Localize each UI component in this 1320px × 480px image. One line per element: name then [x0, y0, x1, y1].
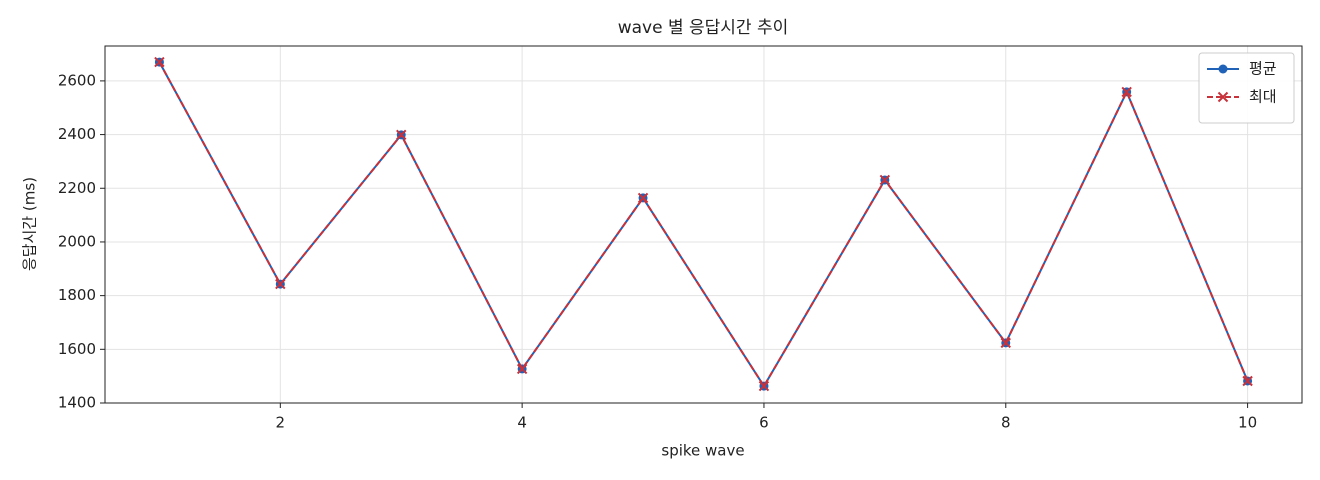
chart-title: wave 별 응답시간 추이 — [618, 18, 789, 38]
marker — [154, 56, 165, 68]
x-tick-label: 2 — [276, 414, 286, 432]
marker — [758, 380, 770, 392]
legend-label: 평균 — [1249, 60, 1277, 78]
series-line — [158, 61, 1249, 388]
y-tick-label: 2200 — [58, 179, 96, 197]
y-tick-label: 1600 — [58, 340, 96, 358]
legend-label: 최대 — [1249, 88, 1277, 106]
x-tick-label: 10 — [1238, 414, 1257, 432]
y-tick-label: 2400 — [58, 125, 96, 143]
y-tick-label: 2000 — [58, 232, 96, 250]
x-axis-label: spike wave — [661, 442, 744, 460]
marker — [396, 129, 407, 141]
legend-marker — [1218, 64, 1228, 74]
plot-frame — [104, 45, 1303, 404]
legend-marker — [1217, 91, 1229, 103]
y-tick-label: 2600 — [58, 71, 96, 89]
x-tick-label: 6 — [759, 414, 769, 432]
y-tick-label: 1400 — [58, 394, 96, 412]
marker — [516, 363, 528, 375]
x-tick-label: 8 — [1001, 414, 1011, 432]
marker — [275, 278, 286, 290]
marker — [637, 192, 649, 204]
series-line — [158, 61, 1249, 388]
marker — [1121, 86, 1132, 98]
x-tick-label: 4 — [517, 414, 527, 432]
y-tick-label: 1800 — [58, 286, 96, 304]
marker — [1242, 375, 1253, 387]
y-axis-label: 응답시간 (ms) — [21, 177, 39, 271]
marker — [879, 174, 891, 186]
marker — [1000, 337, 1011, 349]
legend-box — [1198, 52, 1295, 124]
